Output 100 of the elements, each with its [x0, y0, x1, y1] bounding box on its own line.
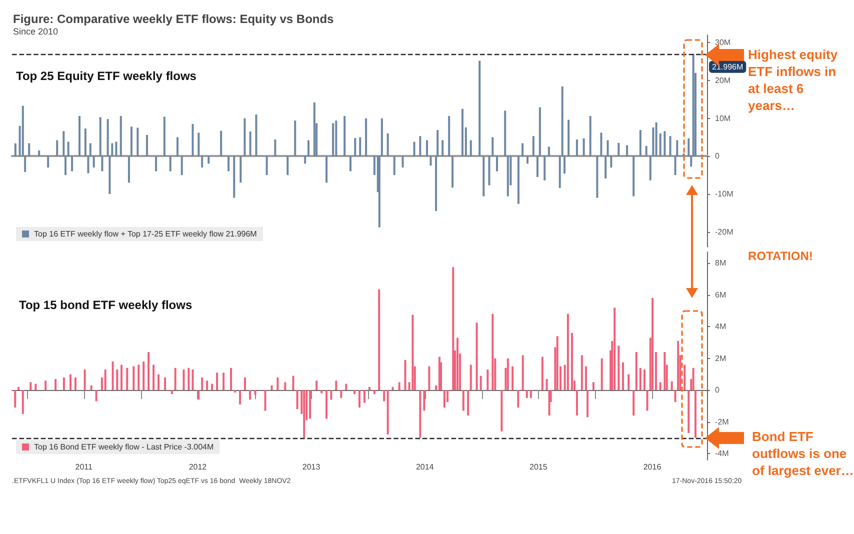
bar: [335, 380, 338, 390]
bar: [176, 137, 179, 156]
bar: [412, 314, 414, 390]
bar: [561, 86, 564, 156]
y-tick-label: -10M: [715, 190, 734, 198]
bar: [674, 390, 676, 402]
bar: [276, 377, 279, 390]
bar: [158, 374, 160, 390]
bar: [34, 384, 37, 390]
bar: [112, 362, 114, 390]
y-tick-label: 4M: [715, 322, 726, 332]
bar: [192, 124, 194, 156]
bar: [142, 362, 145, 390]
bar: [335, 120, 338, 156]
bar: [228, 156, 230, 172]
bar: [592, 382, 594, 390]
bar: [492, 137, 494, 156]
bar: [120, 364, 123, 390]
bar: [206, 380, 208, 390]
bar: [349, 156, 352, 172]
bar: [201, 156, 204, 168]
chart-subtitle: Since 2010: [13, 26, 58, 36]
bar: [517, 156, 520, 204]
bar: [303, 390, 306, 438]
bar: [452, 267, 454, 390]
bar: [24, 156, 26, 172]
bar: [307, 140, 310, 156]
bar: [326, 390, 328, 419]
bar: [386, 133, 389, 156]
bar: [120, 116, 122, 156]
annotation: 21.996M: [712, 62, 744, 72]
bar: [482, 156, 485, 196]
bar: [87, 156, 90, 174]
bar: [230, 368, 232, 390]
bar: [67, 142, 70, 156]
bar: [354, 138, 356, 156]
bar: [649, 156, 652, 180]
bar: [419, 390, 422, 438]
bar: [234, 390, 236, 393]
bar: [152, 364, 155, 390]
text: ROTATION!: [748, 249, 813, 263]
bar: [532, 136, 534, 156]
bar: [448, 116, 450, 156]
bar: [402, 156, 404, 168]
bar: [517, 390, 520, 408]
bar: [248, 390, 251, 400]
bar: [568, 120, 570, 156]
bar: [538, 107, 541, 156]
bar: [304, 156, 306, 164]
bar: [645, 146, 648, 156]
bar: [589, 116, 592, 156]
bar: [576, 390, 578, 416]
legend-label: Top 16 ETF weekly flow + Top 17-25 ETF weekly flow 21.996M: [34, 230, 258, 238]
bar: [132, 366, 135, 390]
bar: [71, 156, 74, 172]
bar: [467, 390, 470, 416]
bar: [345, 384, 348, 390]
bar: [309, 390, 312, 419]
bar: [604, 156, 607, 178]
bar: [284, 382, 286, 390]
bar: [44, 380, 47, 390]
bar: [566, 314, 569, 390]
bar: [506, 156, 509, 196]
bar: [430, 156, 432, 166]
bar: [220, 130, 222, 156]
bar: [155, 156, 158, 172]
bar: [626, 145, 628, 156]
bar: [380, 118, 383, 156]
bar: [274, 139, 276, 156]
bar: [249, 132, 252, 156]
y-tick-label: 30M: [715, 38, 731, 48]
y-tick-label: 20M: [715, 76, 731, 85]
y-tick-label: -4M: [715, 449, 730, 458]
bar: [64, 156, 67, 176]
bar: [111, 143, 114, 156]
bar: [690, 156, 692, 167]
bar: [292, 376, 294, 390]
y-tick-label: 6M: [715, 290, 726, 300]
bar: [130, 126, 132, 156]
bar: [622, 362, 624, 390]
bar: [488, 156, 490, 186]
bar: [423, 390, 426, 411]
bar: [316, 380, 318, 390]
bar: [359, 137, 362, 156]
bar: [368, 386, 370, 390]
bar: [340, 390, 342, 398]
bar: [632, 156, 635, 196]
bar: [198, 132, 200, 156]
bar: [22, 106, 24, 156]
bar: [239, 390, 242, 404]
bar: [462, 390, 464, 411]
y-tick-label: 10M: [715, 114, 731, 123]
bar: [211, 384, 214, 390]
bar: [69, 374, 72, 390]
bar: [14, 143, 16, 156]
bar: [618, 346, 620, 390]
bar: [496, 156, 498, 172]
bar: [470, 140, 472, 156]
bar: [240, 156, 242, 183]
y-tick-label: 8M: [715, 258, 726, 268]
